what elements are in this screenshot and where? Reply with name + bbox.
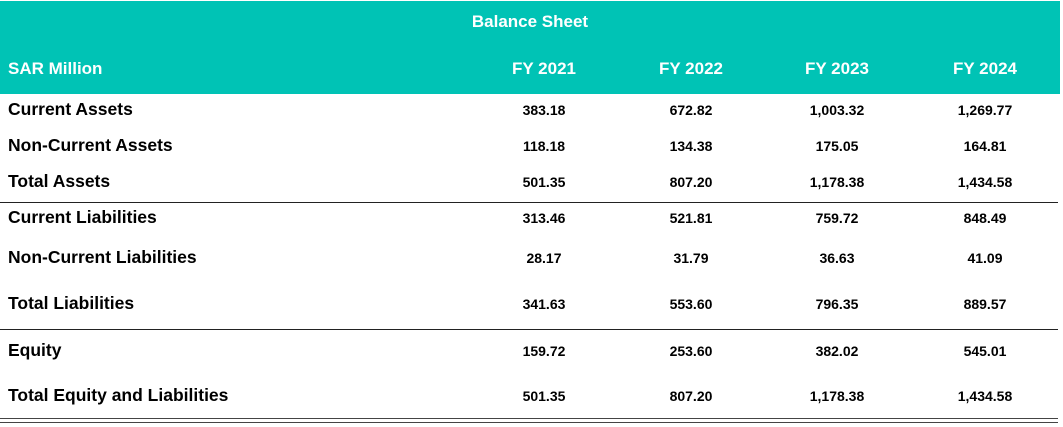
row-label: Total Assets (8, 171, 111, 191)
table-cell: 159.72 (522, 343, 566, 359)
unit-label: SAR Million (8, 59, 103, 78)
table-cell: 521.81 (669, 210, 713, 226)
column-header-fy2023: FY 2023 (805, 59, 869, 78)
column-header-fy2024: FY 2024 (953, 59, 1017, 78)
table-cell: 382.02 (815, 343, 859, 359)
table-cell: 1,178.38 (809, 174, 865, 190)
table-cell: 545.01 (963, 343, 1007, 359)
table-cell: 1,003.32 (809, 102, 865, 118)
table-cell: 1,269.77 (957, 102, 1013, 118)
table-cell: 553.60 (669, 296, 713, 312)
table-cell: 134.38 (669, 138, 713, 154)
row-label: Equity (8, 340, 62, 360)
section-divider (0, 202, 1058, 203)
column-header-fy2022: FY 2022 (659, 59, 723, 78)
table-cell: 41.09 (967, 250, 1003, 266)
row-label: Total Liabilities (8, 293, 135, 313)
bottom-double-rule (0, 418, 1058, 423)
table-cell: 36.63 (819, 250, 855, 266)
table-cell: 118.18 (522, 138, 566, 154)
table-cell: 253.60 (669, 343, 713, 359)
table-cell: 383.18 (522, 102, 566, 118)
table-cell: 28.17 (526, 250, 562, 266)
table-cell: 31.79 (673, 250, 709, 266)
row-label: Current Liabilities (8, 207, 157, 227)
section-divider (0, 329, 1058, 330)
table-cell: 1,434.58 (957, 388, 1013, 404)
table-cell: 313.46 (522, 210, 566, 226)
table-cell: 175.05 (815, 138, 859, 154)
row-label: Non-Current Liabilities (8, 247, 197, 267)
table-cell: 1,434.58 (957, 174, 1013, 190)
table-cell: 759.72 (815, 210, 859, 226)
table-title: Balance Sheet (471, 12, 589, 31)
row-label: Non-Current Assets (8, 135, 173, 155)
table-cell: 501.35 (522, 388, 566, 404)
column-header-fy2021: FY 2021 (512, 59, 576, 78)
table-cell: 889.57 (963, 296, 1007, 312)
table-cell: 796.35 (815, 296, 859, 312)
table-cell: 164.81 (963, 138, 1007, 154)
table-cell: 848.49 (963, 210, 1007, 226)
table-cell: 672.82 (669, 102, 713, 118)
table-cell: 807.20 (669, 174, 713, 190)
table-header: Balance Sheet SAR Million FY 2021 FY 202… (0, 1, 1060, 94)
row-label: Current Assets (8, 99, 133, 119)
row-label: Total Equity and Liabilities (8, 385, 229, 405)
table-cell: 341.63 (522, 296, 566, 312)
table-cell: 501.35 (522, 174, 566, 190)
table-cell: 1,178.38 (809, 388, 865, 404)
table-cell: 807.20 (669, 388, 713, 404)
